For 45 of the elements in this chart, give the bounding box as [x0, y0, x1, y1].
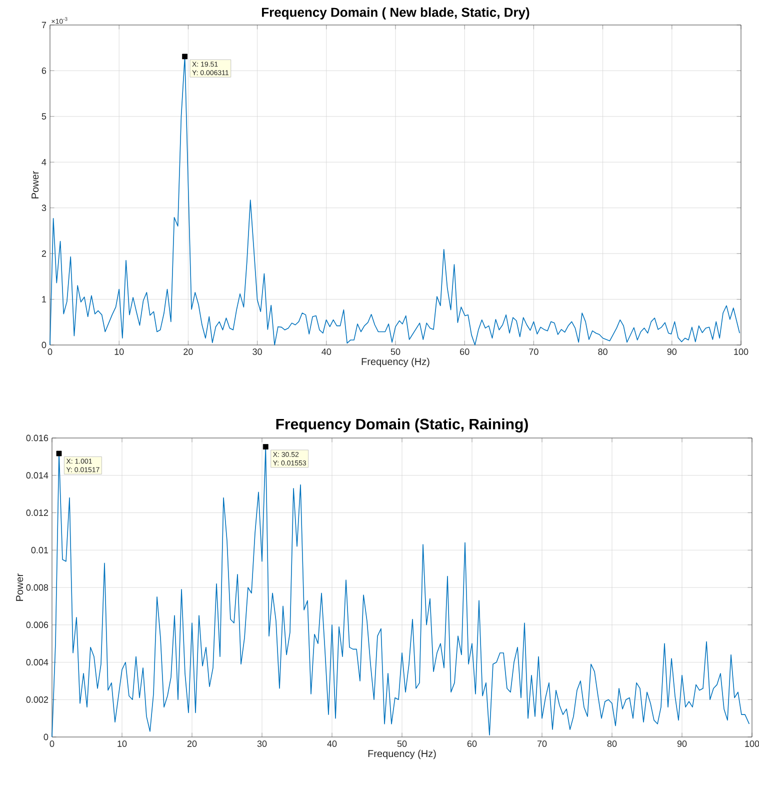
y-tick-label: 3: [42, 204, 46, 212]
chart-title: Frequency Domain ( New blade, Static, Dry): [262, 7, 530, 20]
y-tick-label: 0: [44, 734, 48, 740]
y-tick-label: 6: [42, 68, 46, 74]
x-tick-label: 90: [667, 348, 677, 355]
x-tick-label: 0: [48, 348, 52, 355]
y-axis-title: Power: [16, 573, 24, 601]
x-tick-label: 0: [50, 740, 54, 747]
x-tick-label: 70: [537, 740, 547, 747]
x-tick-label: 70: [529, 348, 538, 355]
y-tick-label: 1: [42, 296, 46, 302]
x-axis-title: Frequency (Hz): [368, 750, 436, 760]
y-tick-label: 0.006: [26, 622, 48, 628]
y-tick-label: 2: [42, 250, 46, 257]
x-tick-label: 10: [114, 348, 124, 355]
y-tick-label: 7: [42, 22, 46, 28]
x-tick-label: 50: [397, 740, 407, 747]
x-tick-label: 80: [598, 348, 608, 355]
x-tick-label: 60: [467, 740, 477, 747]
x-tick-label: 40: [322, 348, 332, 355]
x-axis-title: Frequency (Hz): [362, 358, 430, 368]
x-tick-label: 100: [745, 740, 759, 747]
y-tick-label: 5: [42, 113, 46, 120]
x-tick-label: 30: [257, 740, 267, 747]
y-tick-label: 0: [42, 342, 46, 348]
chart-title: Frequency Domain (Static, Raining): [276, 418, 528, 432]
x-tick-label: 60: [460, 348, 470, 355]
x-tick-label: 80: [607, 740, 617, 747]
y-tick-label: 0.01: [31, 546, 48, 554]
y-tick-label: 0.004: [26, 659, 48, 666]
x-tick-label: 100: [734, 348, 748, 355]
x-tick-label: 50: [390, 348, 400, 355]
y-tick-label: 0.012: [26, 510, 48, 516]
y-tick-label: 0.014: [26, 472, 48, 479]
y-axis-title: Power: [32, 170, 39, 198]
y-tick-label: 0.016: [26, 434, 48, 442]
x-tick-label: 40: [327, 740, 337, 747]
y-tick-label: 0.008: [26, 584, 48, 591]
x-tick-label: 30: [252, 348, 262, 355]
x-tick-label: 20: [184, 348, 193, 355]
x-tick-label: 20: [187, 740, 197, 747]
x-tick-label: 10: [118, 740, 127, 747]
y-tick-label: 0.002: [26, 696, 48, 703]
x-tick-label: 90: [677, 740, 687, 747]
y-tick-label: 4: [42, 159, 46, 166]
